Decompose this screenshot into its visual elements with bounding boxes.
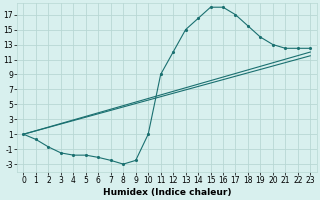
X-axis label: Humidex (Indice chaleur): Humidex (Indice chaleur) <box>103 188 231 197</box>
